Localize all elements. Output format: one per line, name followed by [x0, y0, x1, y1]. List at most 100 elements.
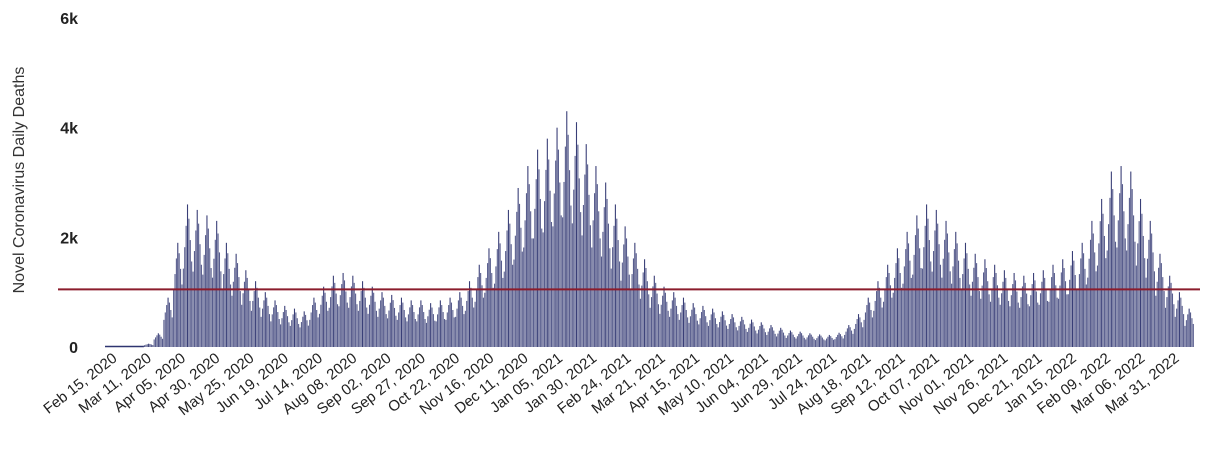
weekly-bar-group: [678, 297, 689, 347]
daily-bar: [184, 247, 186, 347]
daily-bar: [813, 338, 815, 347]
daily-bar: [339, 295, 341, 347]
daily-bar: [164, 312, 166, 347]
daily-bar: [313, 297, 315, 347]
daily-bar: [878, 287, 880, 347]
daily-bar: [912, 274, 914, 347]
daily-bar: [495, 266, 497, 347]
weekly-bar-group: [445, 297, 455, 347]
daily-bar: [881, 307, 883, 347]
weekly-bar-group: [591, 166, 601, 347]
daily-bar: [205, 235, 207, 347]
daily-bar: [1188, 308, 1190, 347]
daily-bar: [656, 293, 658, 347]
daily-bar: [762, 324, 764, 347]
daily-bar: [364, 297, 366, 347]
daily-bar: [785, 337, 787, 347]
daily-bar: [859, 317, 861, 347]
weekly-bar-group: [163, 297, 173, 347]
daily-bar: [159, 334, 161, 347]
daily-bar: [744, 324, 746, 347]
weekly-bar-group: [435, 300, 446, 347]
daily-bar: [1123, 211, 1125, 347]
daily-bar: [621, 262, 623, 347]
daily-bar: [873, 310, 875, 347]
weekly-bar-group: [1087, 220, 1097, 347]
weekly-bar-group: [649, 275, 660, 347]
daily-bar: [1033, 272, 1035, 347]
daily-bar: [739, 321, 741, 347]
daily-bar: [238, 277, 240, 347]
daily-bar: [1064, 281, 1067, 347]
daily-bar: [523, 247, 525, 347]
daily-bar: [1102, 213, 1104, 347]
daily-bar: [1173, 304, 1175, 347]
daily-bar: [406, 321, 408, 347]
daily-bar: [855, 323, 857, 347]
daily-bar: [952, 266, 954, 347]
daily-bar: [435, 321, 437, 347]
daily-bar: [428, 309, 430, 347]
daily-bar: [496, 249, 498, 347]
weekly-bar-group: [863, 297, 873, 347]
daily-bar: [316, 309, 318, 347]
daily-bar: [146, 344, 148, 347]
daily-bar: [1185, 320, 1187, 347]
daily-bar: [306, 320, 308, 347]
daily-bar: [514, 235, 516, 347]
daily-bar: [660, 304, 662, 347]
daily-bar: [564, 146, 566, 347]
daily-bar: [867, 297, 869, 347]
daily-bar: [902, 283, 904, 347]
daily-bar: [981, 285, 983, 347]
daily-bar: [1098, 243, 1100, 347]
daily-bar: [1139, 198, 1142, 347]
daily-bar: [374, 301, 376, 347]
daily-bar: [669, 316, 671, 347]
weekly-bar-group: [1019, 275, 1029, 347]
daily-bar: [218, 252, 221, 347]
daily-bar: [675, 305, 678, 348]
weekly-bar-group: [785, 330, 796, 347]
daily-bar: [177, 242, 179, 347]
weekly-bar-group: [1009, 272, 1019, 347]
daily-bar: [919, 248, 921, 347]
daily-bar: [368, 304, 371, 347]
daily-bar: [921, 268, 923, 347]
daily-bar: [1187, 314, 1189, 347]
daily-bar: [332, 275, 334, 347]
daily-bar: [264, 292, 266, 347]
daily-bar: [649, 307, 651, 347]
daily-bar: [994, 264, 996, 347]
daily-bar: [170, 309, 172, 347]
daily-bar: [948, 252, 950, 347]
daily-bar: [345, 291, 347, 347]
daily-bar: [869, 302, 871, 347]
daily-bar: [769, 328, 771, 347]
daily-bar: [1030, 295, 1032, 347]
daily-bar: [230, 284, 232, 347]
daily-bar: [546, 138, 548, 347]
daily-bar: [324, 292, 326, 347]
daily-bar: [1071, 251, 1073, 347]
daily-bar: [482, 297, 484, 347]
weekly-bar-group: [882, 264, 893, 347]
daily-bar: [673, 292, 675, 347]
weekly-bar-group: [1038, 270, 1048, 347]
daily-bar: [935, 209, 937, 347]
weekly-bar-group: [1096, 198, 1107, 347]
daily-bar: [528, 184, 530, 347]
daily-bar: [913, 254, 915, 347]
daily-bar: [475, 289, 478, 347]
daily-bar: [724, 320, 726, 347]
weekly-bar-group: [989, 264, 1000, 347]
daily-bar: [541, 228, 543, 347]
daily-bar: [767, 331, 769, 347]
daily-bar: [256, 287, 258, 347]
daily-bar: [616, 218, 618, 347]
daily-bar: [199, 244, 201, 347]
daily-bar: [1169, 275, 1171, 347]
daily-bar: [1167, 286, 1169, 347]
daily-bar: [969, 284, 971, 347]
daily-bar: [243, 281, 246, 347]
